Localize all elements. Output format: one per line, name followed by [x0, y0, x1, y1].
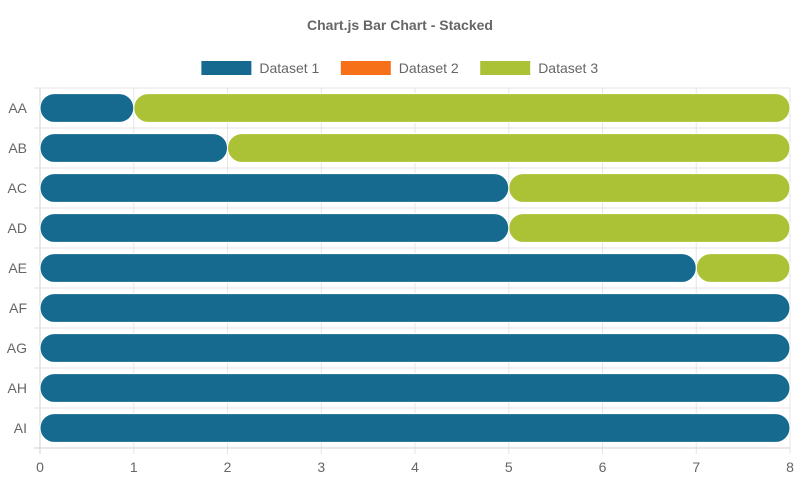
- bar-af-dataset-1: [39, 293, 791, 323]
- x-tick-label: 7: [692, 459, 700, 475]
- legend-label: Dataset 3: [538, 60, 598, 76]
- legend-swatch: [480, 61, 531, 75]
- bar-aa-dataset-1: [39, 93, 135, 123]
- legend-item-1: Dataset 1: [201, 60, 320, 76]
- bar-aa-dataset-3: [133, 93, 791, 123]
- y-tick-label: AG: [7, 340, 27, 356]
- x-axis-ticks: 0 1 2 3 4 5 6 7 8: [36, 459, 794, 475]
- y-tick-label: AF: [9, 300, 27, 316]
- y-tick-label: AD: [8, 220, 27, 236]
- bar-ae-dataset-3: [695, 253, 791, 283]
- x-tick-label: 5: [505, 459, 513, 475]
- legend-item-3: Dataset 3: [480, 60, 598, 76]
- bar-ah-dataset-1: [39, 373, 791, 403]
- bar-ad-dataset-1: [39, 213, 510, 243]
- chart-title: Chart.js Bar Chart - Stacked: [307, 17, 493, 33]
- x-tick-label: 1: [130, 459, 138, 475]
- bar-ag-dataset-1: [39, 333, 791, 363]
- bars: [39, 93, 791, 443]
- y-tick-label: AI: [14, 420, 27, 436]
- y-tick-label: AH: [8, 380, 27, 396]
- x-tick-label: 6: [599, 459, 607, 475]
- y-tick-label: AC: [8, 180, 27, 196]
- x-tick-label: 2: [224, 459, 232, 475]
- y-tick-label: AB: [8, 140, 27, 156]
- bar-ae-dataset-1: [39, 253, 697, 283]
- y-axis-ticks: AA AB AC AD AE AF AG AH AI: [7, 100, 28, 436]
- x-tick-label: 4: [411, 459, 419, 475]
- legend-item-2: Dataset 2: [340, 60, 459, 76]
- x-tick-label: 0: [36, 459, 44, 475]
- x-tick-label: 3: [317, 459, 325, 475]
- bar-ab-dataset-3: [227, 133, 791, 163]
- bar-ab-dataset-1: [39, 133, 228, 163]
- y-tick-label: AE: [8, 260, 27, 276]
- bar-ac-dataset-1: [39, 173, 510, 203]
- legend: Dataset 1 Dataset 2 Dataset 3: [201, 60, 598, 76]
- legend-label: Dataset 1: [259, 60, 319, 76]
- legend-swatch: [340, 61, 391, 75]
- legend-swatch: [201, 61, 252, 75]
- bar-ac-dataset-3: [508, 173, 791, 203]
- bar-ad-dataset-3: [508, 213, 791, 243]
- legend-label: Dataset 2: [399, 60, 459, 76]
- y-tick-label: AA: [8, 100, 27, 116]
- x-tick-label: 8: [786, 459, 794, 475]
- bar-ai-dataset-1: [39, 413, 791, 443]
